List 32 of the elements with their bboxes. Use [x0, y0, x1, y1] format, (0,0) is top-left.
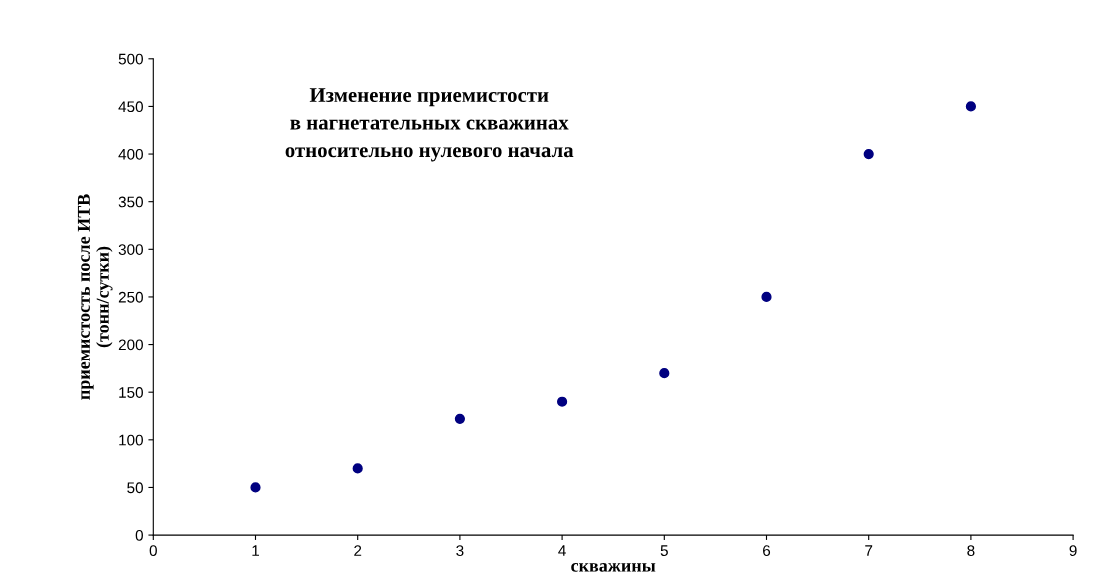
point	[863, 148, 874, 160]
y-tick-label: 400	[118, 148, 143, 160]
y-tick-label: 350	[118, 196, 143, 208]
x-tick-label: 9	[1069, 545, 1077, 557]
x-axis-title: скважины	[571, 563, 656, 572]
x-tick-label: 1	[252, 545, 259, 556]
point	[352, 463, 363, 474]
x-tick-label: 4	[558, 545, 566, 556]
y-tick-label: 150	[119, 387, 143, 398]
point	[250, 482, 261, 493]
x-tick-label: 5	[660, 545, 668, 557]
y-tick-label: 100	[119, 434, 143, 446]
x-tick-label: 8	[967, 545, 975, 557]
y-tick-label: 250	[118, 291, 143, 303]
x-tick-label: 0	[149, 545, 157, 557]
y-tick-label: 300	[118, 244, 143, 255]
y-tick-label: 200	[118, 339, 143, 351]
x-tick-label: 7	[865, 545, 873, 556]
point	[659, 368, 670, 379]
point	[454, 413, 465, 424]
y-tick-label: 50	[127, 482, 143, 494]
y-tick-label: 500	[118, 53, 143, 65]
text: Изменение приемистости в нагнетательных скважинах относительно нулевого начала	[285, 88, 574, 162]
point	[965, 101, 976, 112]
y-tick-label: 0	[135, 529, 143, 541]
x-tick-label: 3	[456, 545, 464, 557]
x-tick-label: 6	[763, 545, 771, 557]
x-tick-label: 2	[354, 545, 362, 556]
point	[761, 291, 772, 303]
y-tick-label: 450	[118, 101, 143, 113]
point	[557, 396, 568, 407]
y-axis-title: приемистость после ИТВ (тонн/сутки)	[77, 194, 113, 400]
